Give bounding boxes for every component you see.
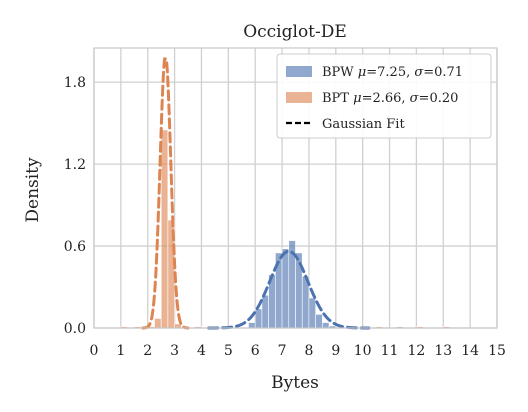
- histogram-bar: [322, 322, 330, 329]
- plot-frame: [93, 47, 498, 329]
- histogram-bar: [261, 294, 269, 329]
- x-tick-label: 10: [354, 343, 372, 359]
- legend-label-bpt: BPT μ=2.66, σ=0.20: [322, 91, 458, 106]
- x-tick-label: 8: [304, 343, 313, 359]
- histogram-bar: [154, 318, 162, 329]
- histogram-bar: [160, 129, 169, 329]
- x-ticks: 0 1 2 3 4 5 6 7 8 9 10 11 12 13 14 15: [90, 343, 506, 359]
- legend: BPW μ=7.25, σ=0.71 BPT μ=2.66, σ=0.20 Ga…: [276, 53, 492, 139]
- y-axis-label: Density: [23, 157, 43, 223]
- bpw-gaussian-fit: [207, 249, 371, 330]
- bpt-gaussian-fit: [141, 57, 190, 330]
- histogram-bar: [281, 248, 290, 329]
- x-tick-label: 15: [488, 343, 506, 359]
- x-tick-label: 7: [278, 343, 287, 359]
- chart-title: Occiglot-DE: [243, 22, 347, 42]
- histogram-bar: [315, 314, 323, 329]
- gaussian-fits: [141, 57, 371, 330]
- y-tick-label: 1.8: [64, 75, 86, 91]
- x-tick-label: 2: [143, 343, 152, 359]
- histogram-bar: [254, 308, 263, 329]
- x-tick-label: 3: [170, 343, 179, 359]
- legend-swatch-bpt: [286, 92, 312, 103]
- x-tick-label: 12: [407, 343, 425, 359]
- x-tick-label: 13: [434, 343, 452, 359]
- legend-label-bpw: BPW μ=7.25, σ=0.71: [322, 65, 463, 80]
- x-tick-label: 5: [224, 343, 233, 359]
- x-tick-label: 4: [197, 343, 206, 359]
- x-tick-label: 1: [116, 343, 125, 359]
- legend-box: [276, 53, 492, 139]
- bpw-bars: [248, 240, 337, 329]
- histogram-bar: [308, 297, 316, 329]
- histogram-bar: [248, 322, 256, 329]
- x-tick-label: 11: [381, 343, 399, 359]
- legend-label-fit: Gaussian Fit: [322, 117, 405, 132]
- x-tick-label: 0: [90, 343, 99, 359]
- y-tick-label: 1.2: [64, 157, 86, 173]
- y-tick-label: 0.6: [64, 239, 86, 255]
- y-ticks: 0.0 0.6 1.2 1.8: [64, 75, 86, 337]
- legend-swatch-bpw: [286, 66, 312, 77]
- x-axis-label: Bytes: [271, 373, 319, 393]
- x-tick-label: 14: [461, 343, 479, 359]
- x-tick-label: 9: [331, 343, 340, 359]
- y-tick-label: 0.0: [64, 321, 86, 337]
- x-tick-label: 6: [251, 343, 260, 359]
